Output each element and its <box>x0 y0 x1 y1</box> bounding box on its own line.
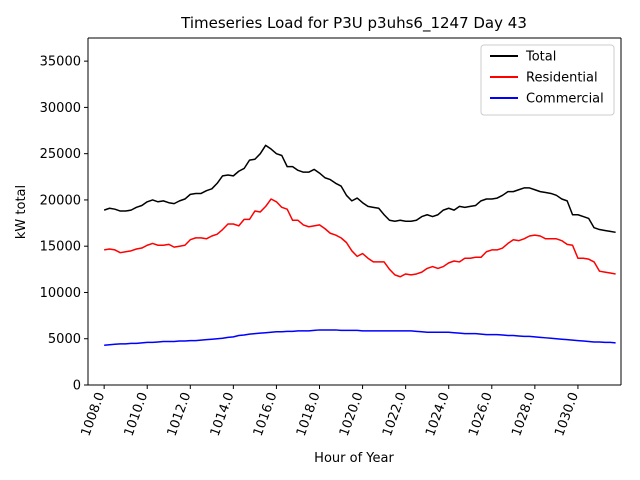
x-tick-label: 1024.0 <box>423 390 453 438</box>
x-tick-label: 1016.0 <box>251 390 281 438</box>
x-axis-label: Hour of Year <box>314 451 394 466</box>
x-tick-label: 1008.0 <box>79 390 109 438</box>
y-axis-ticks: 0 5000 10000 15000 20000 25000 30000 35000 <box>40 55 88 394</box>
x-tick-label: 1010.0 <box>122 390 152 438</box>
legend-label-residential: Residential <box>526 71 598 86</box>
x-tick-label: 1012.0 <box>165 390 195 438</box>
x-tick-label: 1018.0 <box>294 390 324 438</box>
y-tick-label: 25000 <box>40 147 81 162</box>
chart-title: Timeseries Load for P3U p3uhs6_1247 Day … <box>180 14 527 33</box>
x-axis-ticks: 1008.0 1010.0 1012.0 1014.0 1016.0 1018.0 1020… <box>79 385 582 438</box>
legend-label-commercial: Commercial <box>526 92 604 107</box>
axes-frame <box>87 37 622 386</box>
series-line-total <box>103 144 616 234</box>
y-tick-label: 35000 <box>40 55 81 70</box>
x-tick-label: 1014.0 <box>208 390 238 438</box>
x-tick-label: 1030.0 <box>552 390 582 438</box>
legend: Total Residential Commercial <box>480 44 615 116</box>
legend-label-total: Total <box>525 50 556 65</box>
y-axis-label: kW total <box>14 185 29 239</box>
y-tick-label: 20000 <box>40 193 81 208</box>
y-tick-label: 15000 <box>40 240 81 255</box>
x-tick-label: 1022.0 <box>380 390 410 438</box>
x-tick-label: 1028.0 <box>509 390 539 438</box>
series-line-residential <box>104 198 616 278</box>
series-layer <box>103 144 616 346</box>
y-tick-label: 0 <box>73 379 81 394</box>
series-line-commercial <box>104 329 616 346</box>
x-tick-label: 1026.0 <box>466 390 496 438</box>
x-tick-label: 1020.0 <box>337 390 367 438</box>
y-tick-label: 30000 <box>40 101 81 116</box>
y-tick-label: 5000 <box>48 332 81 347</box>
y-tick-label: 10000 <box>40 286 81 301</box>
legend-items: Total Residential Commercial <box>490 50 604 107</box>
